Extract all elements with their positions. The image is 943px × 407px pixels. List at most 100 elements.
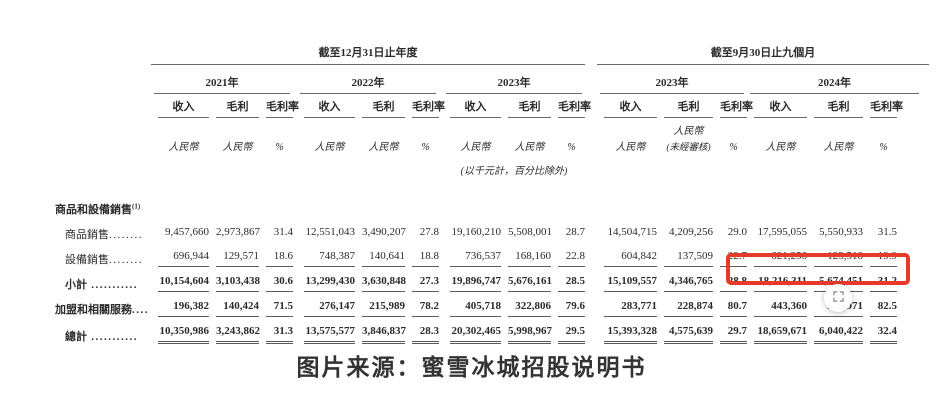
- col-header-gross-margin: 毛利率: [863, 94, 903, 118]
- value-cell: 79.6: [551, 292, 585, 317]
- year-header-2023: 2023年: [443, 65, 585, 94]
- value-cell: 18.8: [405, 242, 439, 267]
- unaudited-note: (未經審核): [666, 143, 711, 153]
- value-cell: 3,630,848: [355, 267, 406, 292]
- table-row: 加盟和相關服務.... 196,382 140,424 71.5 276,147 215,…: [55, 292, 929, 317]
- value-cell: 6,040,422: [807, 317, 863, 344]
- unit-cell: 人民幣: [460, 142, 491, 153]
- unit-cell: %: [729, 142, 738, 153]
- value-cell: 32.4: [863, 317, 897, 344]
- year-header-row: 2021年 2022年 2023年 2023年 2024年: [55, 65, 929, 94]
- value-cell: 3,103,438: [209, 267, 260, 292]
- column-gap: [585, 242, 597, 267]
- value-cell: 71.5: [259, 292, 293, 317]
- value-cell: 82.5: [863, 292, 897, 317]
- col-header-gross-margin: 毛利率: [259, 94, 299, 118]
- value-cell: 27.3: [405, 267, 439, 292]
- value-cell: 2,973,867: [216, 226, 260, 238]
- dot-leader: ....: [132, 304, 149, 316]
- unit-cell: 人民幣: [314, 142, 345, 153]
- value-cell: 13,575,577: [297, 317, 355, 344]
- unit-cell: 人民幣: [168, 142, 199, 153]
- value-cell: 215,989: [355, 292, 405, 317]
- value-cell: 4,575,639: [657, 317, 713, 344]
- col-header-revenue: 收入: [597, 94, 657, 118]
- col-header-gross-margin: 毛利率: [713, 94, 753, 118]
- table-row: 商品銷售........ 9,457,660 2,973,867 31.4 12,551…: [55, 218, 929, 242]
- year-header-2023-9m: 2023年: [597, 65, 747, 94]
- value-cell: 736,537: [443, 242, 501, 267]
- footnote-marker: (1): [132, 202, 141, 211]
- value-cell: 405,718: [443, 292, 501, 317]
- value-cell: 28.5: [551, 267, 585, 292]
- caption: 图片来源：蜜雪冰城招股说明书: [296, 354, 647, 380]
- col-header-gross-profit: 毛利: [501, 94, 551, 118]
- value-cell: 4,346,765: [657, 267, 713, 292]
- value-cell: 5,550,933: [819, 226, 863, 238]
- value-cell: 228,874: [657, 292, 713, 317]
- col-header-gross-profit: 毛利: [657, 94, 713, 118]
- value-cell: 78.2: [405, 292, 439, 317]
- row-label: 小計 ...........: [65, 279, 138, 291]
- value-cell: 15,109,557: [597, 267, 657, 292]
- group-gap: [585, 118, 597, 153]
- col-header-gross-margin: 毛利率: [405, 94, 445, 118]
- row-label: 設備銷售........: [65, 254, 143, 266]
- column-header-row: 收入 毛利 毛利率 收入 毛利 毛利率 收入 毛利 毛利率 收入 毛利 毛利率 …: [55, 94, 929, 118]
- value-cell: 12,551,043: [305, 226, 356, 238]
- column-gap: [897, 118, 929, 153]
- expand-badge[interactable]: [824, 284, 852, 312]
- corner-cell: [55, 118, 151, 153]
- period-header-row: 截至12月31日止年度 截至9月30日止九個月: [55, 36, 930, 65]
- unit-cell: 人民幣: [823, 142, 854, 153]
- col-header-revenue: 收入: [747, 94, 807, 118]
- unit-cell: 人民幣: [368, 142, 399, 153]
- value-cell: 3,490,207: [362, 226, 406, 238]
- dot-leader: ........: [109, 254, 143, 266]
- value-cell: 5,676,161: [501, 267, 552, 292]
- year-header-2021: 2021年: [151, 65, 293, 94]
- value-cell: 129,571: [209, 242, 259, 267]
- corner-cell: [55, 36, 151, 65]
- value-cell: 19,896,747: [443, 267, 501, 292]
- value-cell: 140,424: [209, 292, 259, 317]
- value-cell: 696,944: [151, 242, 209, 267]
- row-label: 加盟和相關服務....: [55, 304, 149, 316]
- value-cell: 9,457,660: [165, 226, 209, 238]
- value-cell: 20,302,465: [443, 317, 501, 344]
- column-gap: [585, 218, 597, 242]
- value-cell: 27.8: [419, 226, 439, 238]
- section-label: 商品和設備銷售(1): [55, 202, 141, 216]
- value-cell: 18.6: [259, 242, 293, 267]
- column-gap: [585, 317, 597, 344]
- unit-cell: 人民幣: [615, 142, 646, 153]
- value-cell: 196,382: [151, 292, 209, 317]
- value-cell: 748,387: [297, 242, 355, 267]
- dot-leader: ...........: [87, 279, 138, 291]
- corner-cell: [55, 153, 151, 189]
- value-cell: 29.7: [713, 317, 747, 344]
- value-cell: 3,846,837: [355, 317, 406, 344]
- value-cell: 13,299,430: [297, 267, 355, 292]
- value-cell: 3,243,862: [209, 317, 260, 344]
- column-gap: [585, 292, 597, 317]
- scale-note-row: (以千元計，百分比除外): [55, 153, 929, 189]
- value-cell: 28.3: [405, 317, 439, 344]
- column-gap: [585, 267, 597, 292]
- col-header-gross-profit: 毛利: [209, 94, 259, 118]
- value-cell: 17,595,055: [757, 226, 808, 238]
- dot-leader: ...........: [87, 331, 138, 343]
- value-cell: 5,508,001: [508, 226, 552, 238]
- units-row: 人民幣 人民幣 % 人民幣 人民幣 % 人民幣 人民幣 % 人民幣 人民幣 (未經…: [55, 118, 929, 153]
- scale-note: (以千元計，百分比除外): [460, 166, 568, 177]
- col-header-revenue: 收入: [297, 94, 355, 118]
- unit-cell: 人民幣: [765, 142, 796, 153]
- highlight-box: [726, 253, 910, 285]
- period-header-nine-months: 截至9月30日止九個月: [597, 36, 930, 65]
- col-header-gross-profit: 毛利: [355, 94, 405, 118]
- unit-cell: 人民幣: [222, 142, 253, 153]
- value-cell: 30.6: [259, 267, 293, 292]
- value-cell: 137,509: [657, 242, 713, 267]
- unit-cell: %: [421, 142, 430, 153]
- value-cell: 168,160: [501, 242, 551, 267]
